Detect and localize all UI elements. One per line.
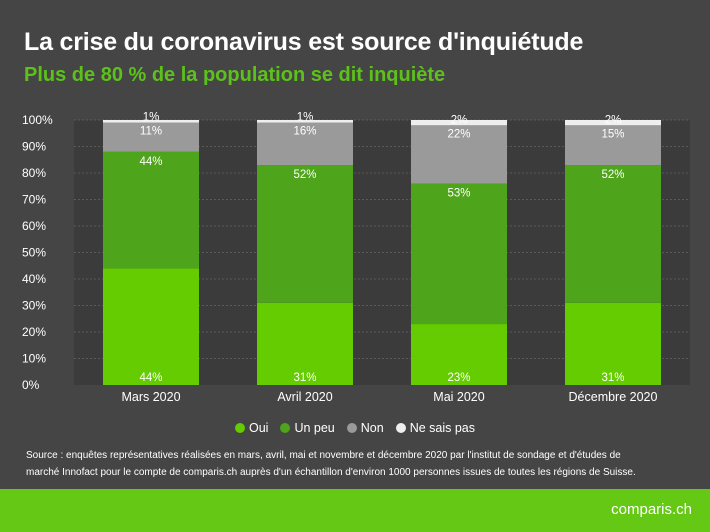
data-label: 31%	[601, 372, 624, 384]
source-line-1: Source : enquêtes représentatives réalis…	[26, 450, 621, 461]
y-tick-label: 0%	[22, 378, 40, 392]
legend-item: Ne sais pas	[395, 421, 475, 435]
footer-bar: comparis.ch	[0, 489, 710, 532]
data-label: 44%	[139, 372, 162, 384]
legend-swatch	[395, 423, 406, 433]
bar-segment	[411, 183, 507, 325]
y-tick-label: 20%	[22, 325, 46, 339]
source-line-2: marché Innofact pour le compte de compar…	[26, 467, 636, 478]
legend-swatch	[280, 423, 291, 433]
data-label: 1%	[297, 112, 314, 124]
bar-segment	[411, 120, 507, 126]
chart-title: La crise du coronavirus est source d'inq…	[24, 28, 584, 56]
bar-segment	[103, 268, 199, 385]
bar-segment	[257, 122, 353, 166]
data-label: 44%	[139, 156, 162, 168]
chart-subtitle: Plus de 80 % de la population se dit inq…	[24, 64, 446, 86]
stacked-bar-chart: 0% 10% 20% 30% 40% 50% 60% 70% 80% 90% 100% 44% 44% 1…	[22, 112, 690, 404]
legend-item: Un peu	[280, 421, 335, 435]
y-tick-label: 100%	[22, 113, 53, 127]
data-label: 52%	[293, 169, 316, 181]
legend-label: Non	[360, 421, 384, 435]
y-tick-label: 10%	[22, 352, 46, 366]
y-tick-label: 70%	[22, 193, 46, 207]
brand-logo[interactable]: comparis.ch	[611, 501, 692, 518]
x-tick-label: Mai 2020	[433, 390, 484, 404]
y-tick-label: 40%	[22, 272, 46, 286]
x-tick-label: Mars 2020	[121, 390, 180, 404]
x-tick-label: Décembre 2020	[569, 390, 658, 404]
data-label: 16%	[293, 126, 316, 138]
bar-segment	[257, 165, 353, 303]
data-label: 22%	[447, 128, 470, 140]
bar-segment	[103, 122, 199, 152]
data-label: 1%	[143, 112, 160, 124]
y-tick-label: 90%	[22, 140, 46, 154]
y-tick-label: 30%	[22, 299, 46, 313]
y-tick-label: 80%	[22, 166, 46, 180]
source-note: Source : enquêtes représentatives réalis…	[26, 447, 666, 481]
data-label: 53%	[447, 188, 470, 200]
data-label: 2%	[451, 114, 468, 126]
bar-segment	[565, 302, 661, 385]
bar-segment	[257, 302, 353, 385]
bar-segment	[257, 120, 353, 123]
bar-segment	[565, 120, 661, 126]
data-label: 15%	[601, 128, 624, 140]
bar-segment	[411, 324, 507, 385]
data-label: 2%	[605, 114, 622, 126]
legend-item: Non	[346, 421, 384, 435]
bar-segment	[565, 125, 661, 166]
legend-label: Ne sais pas	[409, 421, 475, 435]
legend-item: Oui	[234, 421, 269, 435]
legend-label: Oui	[248, 421, 269, 435]
y-tick-label: 60%	[22, 219, 46, 233]
data-label: 31%	[293, 372, 316, 384]
bar-segment	[411, 125, 507, 184]
y-tick-label: 50%	[22, 246, 46, 260]
bar-segment	[565, 165, 661, 303]
x-tick-label: Avril 2020	[277, 390, 332, 404]
data-label: 52%	[601, 169, 624, 181]
bar-segment	[103, 120, 199, 123]
legend-label: Un peu	[294, 421, 335, 435]
legend: Oui Un peu Non Ne sais pas	[0, 421, 710, 435]
bar-segment	[103, 151, 199, 269]
legend-swatch	[346, 423, 357, 433]
data-label: 23%	[447, 372, 470, 384]
legend-swatch	[234, 423, 245, 433]
data-label: 11%	[140, 126, 162, 138]
